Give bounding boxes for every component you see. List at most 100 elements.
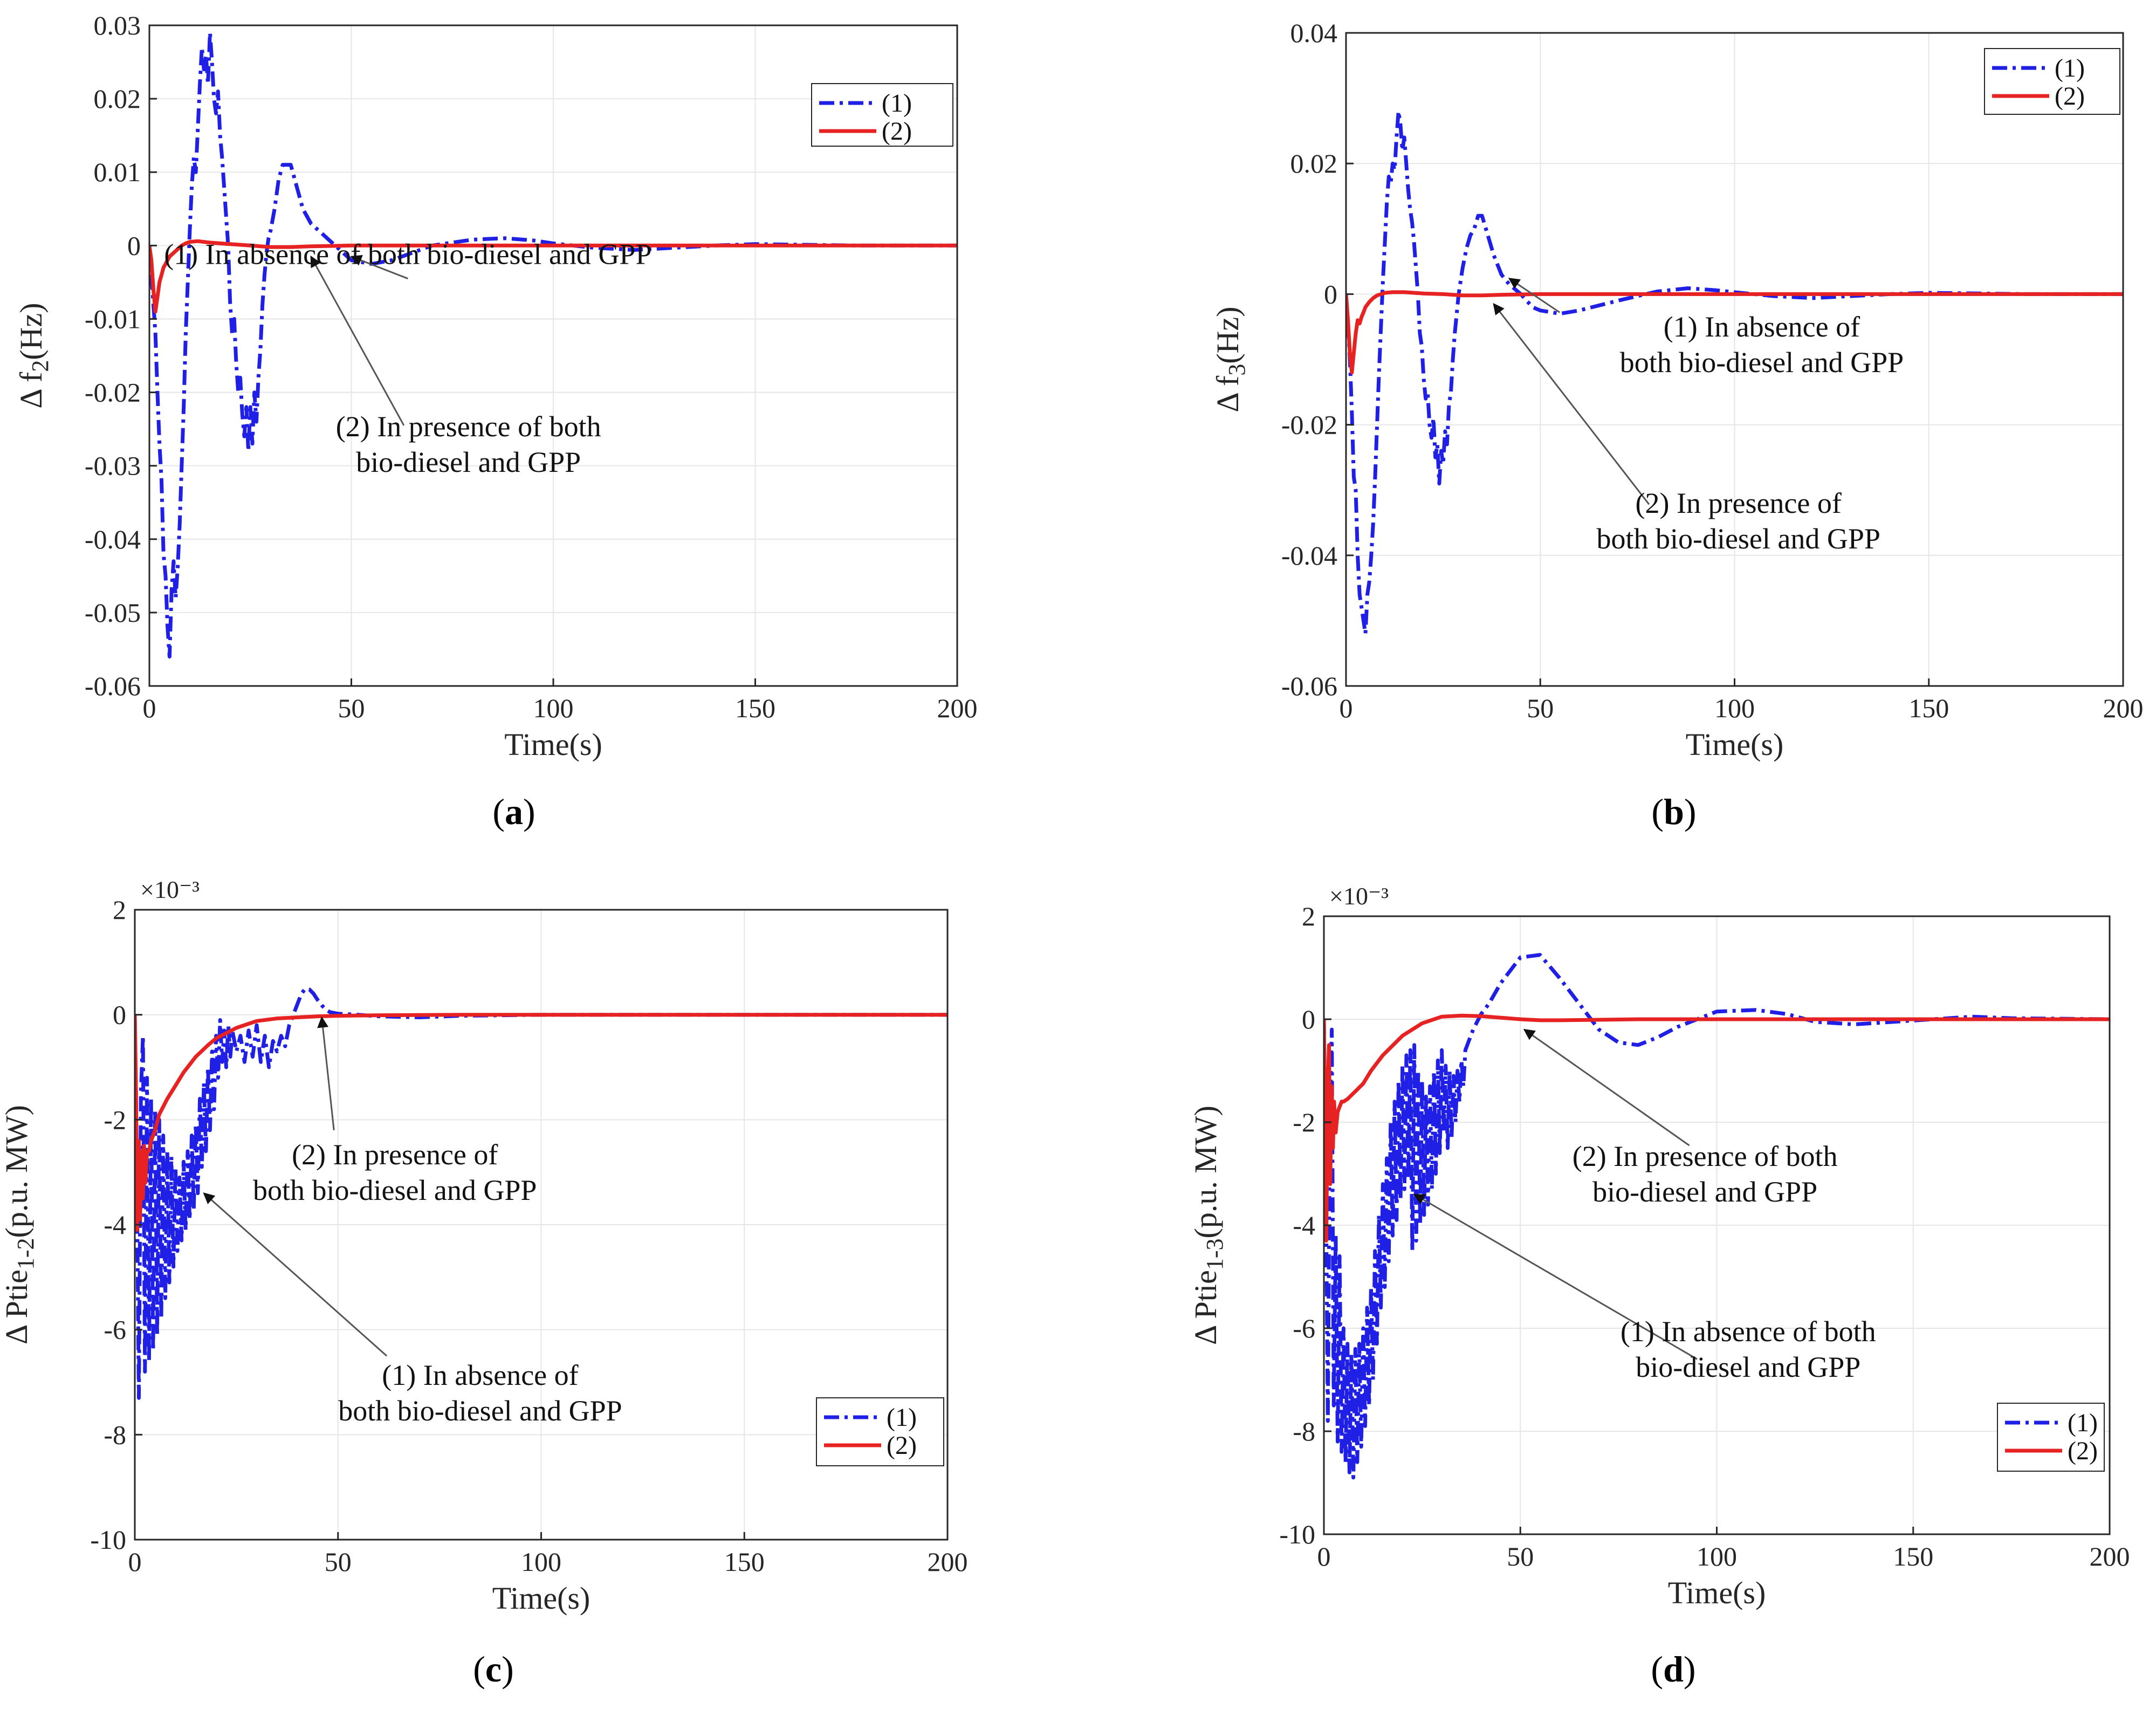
annotation-arrow — [1523, 1028, 1690, 1147]
series-layer — [1324, 953, 2110, 1480]
x-tick-label: 100 — [521, 1547, 561, 1577]
annotation-arrow — [203, 1192, 388, 1357]
y-axis-label: Δ Ptie1-3(p.u. MW) — [1188, 1106, 1228, 1345]
annotation-text: both bio-diesel and GPP — [253, 1174, 537, 1206]
legend-box — [1997, 1403, 2105, 1472]
legend: (1)(2) — [1984, 48, 2120, 115]
x-tick-label: 100 — [533, 693, 574, 723]
legend: (1)(2) — [1997, 1403, 2105, 1472]
y-tick-label: -8 — [104, 1419, 126, 1450]
y-axis-label-subscript: 2 — [27, 360, 53, 372]
x-axis-label: Time(s) — [504, 727, 602, 762]
ticks: 0 50 100 150 200 -0.06 -0.04 -0.02 0 0.02 0.04 — [1281, 18, 2144, 723]
exponent-label: ×10⁻³ — [140, 876, 200, 903]
panel-b: 0 50 100 150 200 -0.06 -0.04 -0.02 0 0.02 0.04 (1)… — [1210, 18, 2144, 832]
panel-d: 0 50 100 150 200 -10 -8 -6 -4 -2 0 2 (2) In presenc… — [1188, 882, 2130, 1690]
x-tick-label: 0 — [1340, 693, 1353, 723]
y-axis-label-main: Δ f — [13, 372, 49, 409]
y-axis-label-main: Δ Ptie — [0, 1269, 34, 1344]
series-line-2 — [135, 1013, 947, 1232]
y-tick-label: 0 — [1302, 1004, 1315, 1034]
x-tick-label: 100 — [1697, 1541, 1737, 1571]
grid — [1323, 916, 2110, 1535]
annotation-arrow — [350, 255, 408, 279]
y-tick-label: 0 — [1324, 279, 1337, 309]
x-tick-label: 200 — [928, 1547, 968, 1577]
ticks: 0 50 100 150 200 -0.06 -0.05 -0.04 -0.03 -0.02 -0.… — [85, 10, 978, 723]
y-tick-label: -0.06 — [1281, 671, 1337, 701]
panel-caption: (c) — [473, 1649, 514, 1690]
y-axis-label-unit: (Hz) — [1210, 306, 1245, 363]
annotation-text: bio-diesel and GPP — [356, 446, 581, 478]
caption-letter: a — [505, 791, 523, 832]
y-tick-label: -0.04 — [85, 524, 141, 554]
y-axis-label-subscript: 1-3 — [1201, 1238, 1228, 1270]
annotation-text: both bio-diesel and GPP — [338, 1395, 622, 1427]
y-tick-label: -2 — [1293, 1107, 1315, 1137]
annotation-arrow — [317, 1016, 335, 1130]
x-tick-label: 150 — [1893, 1541, 1933, 1571]
y-axis-label-main: Δ Ptie — [1188, 1270, 1223, 1345]
panel-caption: (b) — [1651, 791, 1696, 832]
legend-label: (2) — [2055, 82, 2085, 111]
x-tick-label: 150 — [724, 1547, 765, 1577]
annotation-text: (2) In presence of both — [1573, 1140, 1838, 1172]
x-axis-label: Time(s) — [1668, 1575, 1766, 1610]
exponent-label: ×10⁻³ — [1329, 882, 1389, 910]
x-tick-label: 150 — [1908, 693, 1949, 723]
series-line-1 — [149, 31, 957, 659]
annotation-arrow — [310, 255, 405, 426]
caption-letter: c — [485, 1649, 502, 1690]
panel-a: 0 50 100 150 200 -0.06 -0.05 -0.04 -0.03 -0.02 -0.… — [13, 10, 978, 832]
y-tick-label: 0.02 — [1290, 148, 1338, 179]
series-line-1 — [1346, 109, 2123, 636]
annotations: (2) In presence of both bio-diesel and GP… — [1413, 1028, 1876, 1383]
annotation-text: both bio-diesel and GPP — [1620, 346, 1904, 379]
x-tick-label: 50 — [325, 1547, 352, 1577]
y-tick-label: -0.06 — [85, 671, 141, 701]
y-axis-label: Δ f3(Hz) — [1210, 306, 1250, 412]
y-tick-label: 0.03 — [94, 10, 141, 40]
y-tick-label: 0.04 — [1290, 18, 1338, 48]
annotations: (1) In absence of both bio-diesel and GP… — [164, 238, 651, 478]
annotation-text: (1) In absence of both — [1621, 1315, 1876, 1348]
legend-label: (2) — [887, 1431, 917, 1460]
x-tick-label: 0 — [143, 693, 156, 723]
series-line-1 — [1324, 953, 2110, 1480]
x-tick-label: 200 — [2090, 1541, 2130, 1571]
ticks: 0 50 100 150 200 -10 -8 -6 -4 -2 0 2 — [90, 895, 967, 1577]
x-tick-label: 0 — [1317, 1541, 1331, 1571]
x-tick-label: 100 — [1714, 693, 1755, 723]
y-axis-label-unit: (Hz) — [13, 303, 49, 360]
ticks: 0 50 100 150 200 -10 -8 -6 -4 -2 0 2 — [1279, 901, 2130, 1571]
annotation-text: (1) In absence of — [382, 1359, 578, 1391]
x-tick-label: 50 — [338, 693, 365, 723]
series-line-2 — [149, 239, 957, 314]
x-tick-label: 50 — [1507, 1541, 1534, 1571]
y-tick-label: -4 — [1293, 1210, 1315, 1240]
y-tick-label: 2 — [113, 895, 126, 925]
y-tick-label: -4 — [104, 1210, 126, 1240]
x-tick-label: 50 — [1527, 693, 1554, 723]
y-axis-label-unit: (p.u. MW) — [0, 1105, 34, 1238]
annotation-text: bio-diesel and GPP — [1636, 1351, 1860, 1383]
y-axis-label-subscript: 3 — [1224, 364, 1250, 376]
y-tick-label: 0.02 — [94, 84, 141, 114]
legend-box — [811, 83, 953, 147]
y-tick-label: -2 — [104, 1104, 126, 1135]
y-axis-label-subscript: 1-2 — [12, 1238, 39, 1269]
y-tick-label: -0.02 — [1281, 410, 1337, 440]
legend: (1)(2) — [811, 83, 953, 147]
legend-label: (2) — [882, 117, 912, 146]
x-tick-label: 0 — [128, 1547, 142, 1577]
panel-caption: (d) — [1651, 1649, 1695, 1690]
y-tick-label: -8 — [1293, 1416, 1315, 1446]
annotation-arrow — [1413, 1193, 1698, 1360]
series-layer — [1346, 109, 2123, 636]
annotation-text: (2) In presence of both — [336, 410, 601, 443]
annotation-text: (2) In presence of — [292, 1138, 498, 1171]
y-tick-label: 2 — [1302, 901, 1315, 931]
series-line-1 — [135, 986, 947, 1400]
